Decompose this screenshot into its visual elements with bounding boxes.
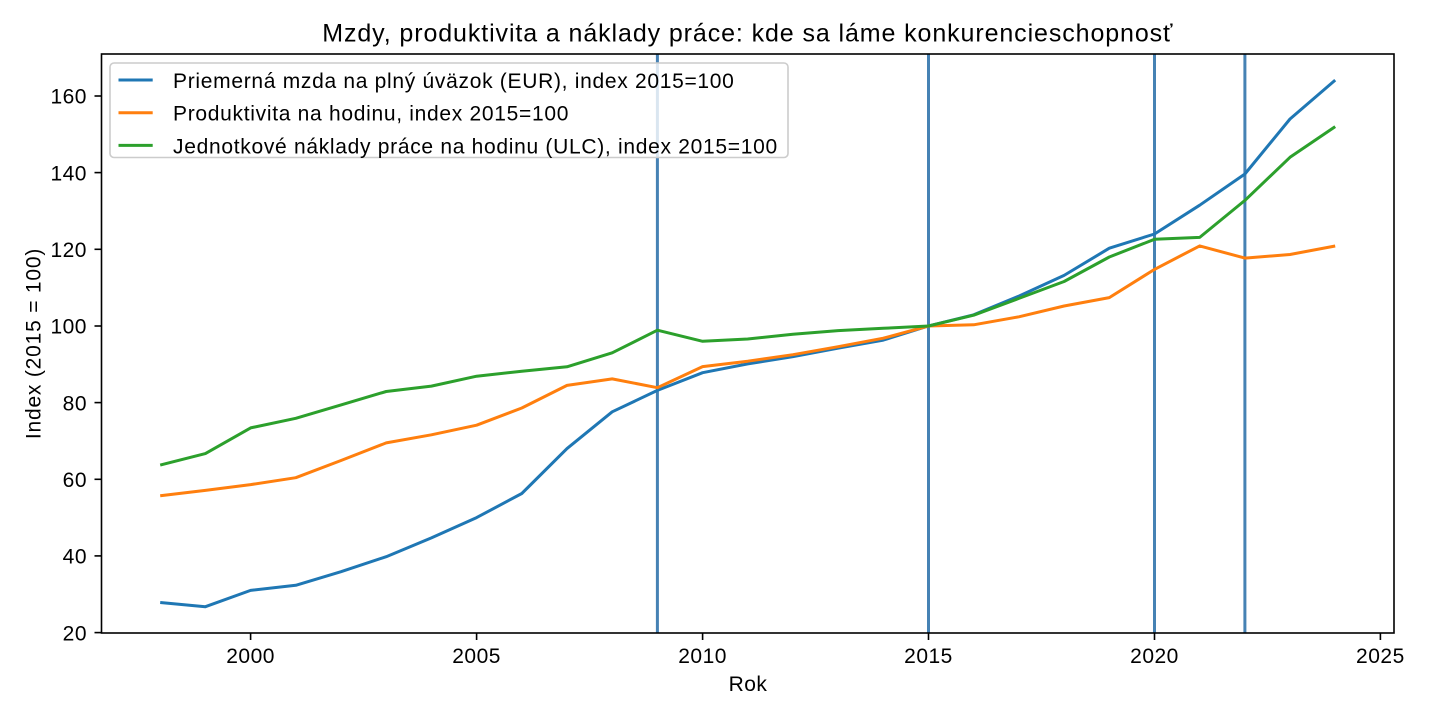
svg-text:20: 20 (63, 622, 87, 645)
svg-text:Jednotkové náklady práce na ho: Jednotkové náklady práce na hodinu (ULC)… (173, 135, 778, 158)
svg-text:2000: 2000 (226, 645, 275, 668)
svg-text:Rok: Rok (729, 673, 768, 696)
svg-text:Mzdy, produktivita a náklady p: Mzdy, produktivita a náklady práce: kde … (322, 20, 1173, 48)
svg-text:Produktivita na hodinu, index: Produktivita na hodinu, index 2015=100 (173, 103, 569, 126)
svg-text:Index (2015 = 100): Index (2015 = 100) (23, 248, 46, 439)
svg-text:2015: 2015 (904, 645, 953, 668)
svg-text:160: 160 (50, 86, 87, 109)
svg-text:Priemerná mzda na plný úväzok: Priemerná mzda na plný úväzok (EUR), ind… (173, 70, 735, 93)
svg-text:2005: 2005 (452, 645, 501, 668)
svg-text:40: 40 (63, 546, 87, 569)
svg-text:2025: 2025 (1356, 645, 1405, 668)
svg-text:120: 120 (50, 239, 87, 262)
svg-text:140: 140 (50, 162, 87, 185)
svg-text:60: 60 (63, 469, 87, 492)
svg-text:2020: 2020 (1130, 645, 1179, 668)
svg-text:80: 80 (63, 392, 87, 415)
svg-text:100: 100 (50, 316, 87, 339)
svg-text:2010: 2010 (678, 645, 727, 668)
